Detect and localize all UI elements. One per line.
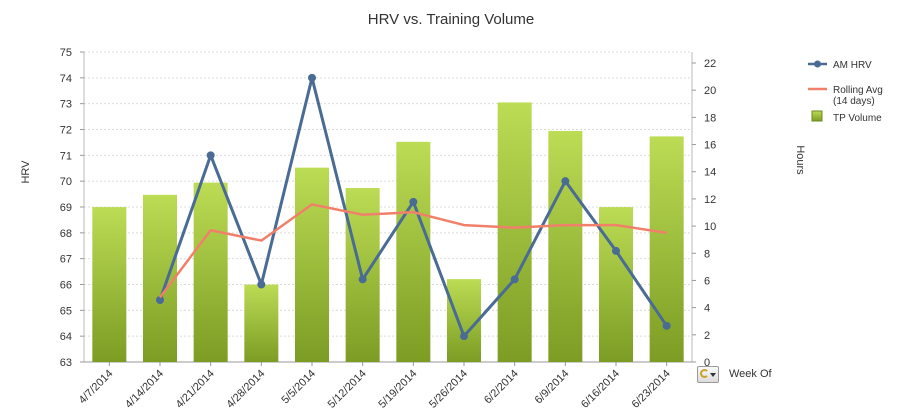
am-hrv-point[interactable] <box>308 74 316 82</box>
bar[interactable] <box>599 207 633 362</box>
bar[interactable] <box>548 131 582 362</box>
right-tick-label: 10 <box>704 221 716 233</box>
x-tick-label: 5/26/2014 <box>427 368 470 411</box>
x-tick-label: 6/2/2014 <box>482 368 521 407</box>
am-hrv-point[interactable] <box>359 275 367 283</box>
right-tick-label: 4 <box>704 303 710 315</box>
bar[interactable] <box>244 285 278 362</box>
x-tick-label: 4/28/2014 <box>224 368 267 411</box>
x-tick-label: 4/21/2014 <box>174 368 217 411</box>
left-tick-label: 66 <box>60 280 72 292</box>
x-axis-title: Week Of <box>729 368 772 380</box>
x-tick-label: 6/23/2014 <box>630 368 673 411</box>
legend-label: TP Volume <box>833 113 882 124</box>
x-tick-label: 5/19/2014 <box>376 368 419 411</box>
legend-item-rolling-avg[interactable]: Rolling Avg(14 days) <box>808 85 883 107</box>
legend: AM HRV Rolling Avg(14 days) TP Volume <box>808 60 883 124</box>
am-hrv-point[interactable] <box>257 281 265 289</box>
legend-marker <box>814 61 821 68</box>
legend-label: Rolling Avg <box>833 85 883 96</box>
left-tick-label: 67 <box>60 254 72 266</box>
bar[interactable] <box>396 142 430 362</box>
bar[interactable] <box>295 168 329 362</box>
left-tick-label: 74 <box>60 73 72 85</box>
x-tick-label: 4/7/2014 <box>77 368 116 407</box>
legend-item-tp-volume[interactable]: TP Volume <box>812 111 882 124</box>
right-tick-label: 20 <box>704 85 716 97</box>
left-tick-label: 72 <box>60 125 72 137</box>
left-tick-label: 63 <box>60 357 72 369</box>
right-tick-label: 22 <box>704 58 716 70</box>
x-axis-ticks: 4/7/2014 4/14/2014 4/21/2014 4/28/2014 5/5/2… <box>77 362 673 411</box>
x-tick-label: 6/9/2014 <box>533 368 572 407</box>
right-tick-label: 18 <box>704 112 716 124</box>
bar[interactable] <box>92 207 126 362</box>
left-axis-title: HRV <box>20 160 32 184</box>
am-hrv-point[interactable] <box>409 198 417 206</box>
right-tick-label: 8 <box>704 248 710 260</box>
right-tick-label: 6 <box>704 275 710 287</box>
chevron-down-icon <box>710 373 716 377</box>
legend-label: AM HRV <box>833 60 872 71</box>
left-tick-label: 64 <box>60 331 72 343</box>
bar[interactable] <box>194 183 228 362</box>
x-tick-label: 4/14/2014 <box>123 368 166 411</box>
right-axis-title: Hours <box>794 145 806 175</box>
am-hrv-point[interactable] <box>663 322 671 330</box>
right-tick-label: 2 <box>704 330 710 342</box>
legend-item-am-hrv[interactable]: AM HRV <box>808 60 872 71</box>
bar[interactable] <box>143 195 177 362</box>
bars <box>92 102 683 362</box>
cycle-dimension-icon <box>700 369 709 378</box>
right-tick-label: 12 <box>704 194 716 206</box>
left-tick-label: 65 <box>60 305 72 317</box>
cycle-dimension-button[interactable] <box>697 366 719 383</box>
bar[interactable] <box>447 279 481 362</box>
am-hrv-point[interactable] <box>207 151 215 159</box>
legend-swatch <box>812 111 822 121</box>
left-tick-label: 73 <box>60 99 72 111</box>
am-hrv-point[interactable] <box>460 332 468 340</box>
am-hrv-point[interactable] <box>511 275 519 283</box>
left-tick-label: 70 <box>60 176 72 188</box>
legend-label: (14 days) <box>833 96 875 107</box>
x-tick-label: 5/12/2014 <box>326 368 369 411</box>
left-tick-label: 68 <box>60 228 72 240</box>
left-tick-label: 69 <box>60 202 72 214</box>
left-tick-label: 71 <box>60 150 72 162</box>
x-tick-label: 5/5/2014 <box>279 368 318 407</box>
am-hrv-point[interactable] <box>612 247 620 255</box>
right-tick-label: 16 <box>704 140 716 152</box>
right-tick-label: 14 <box>704 167 716 179</box>
left-tick-label: 75 <box>60 47 72 59</box>
left-axis-ticks: 63 64 65 66 67 68 69 70 71 72 73 74 75 <box>60 47 84 369</box>
bar[interactable] <box>498 102 532 362</box>
am-hrv-point[interactable] <box>561 177 569 185</box>
chart-title: HRV vs. Training Volume <box>368 11 534 28</box>
x-tick-label: 6/16/2014 <box>579 368 622 411</box>
